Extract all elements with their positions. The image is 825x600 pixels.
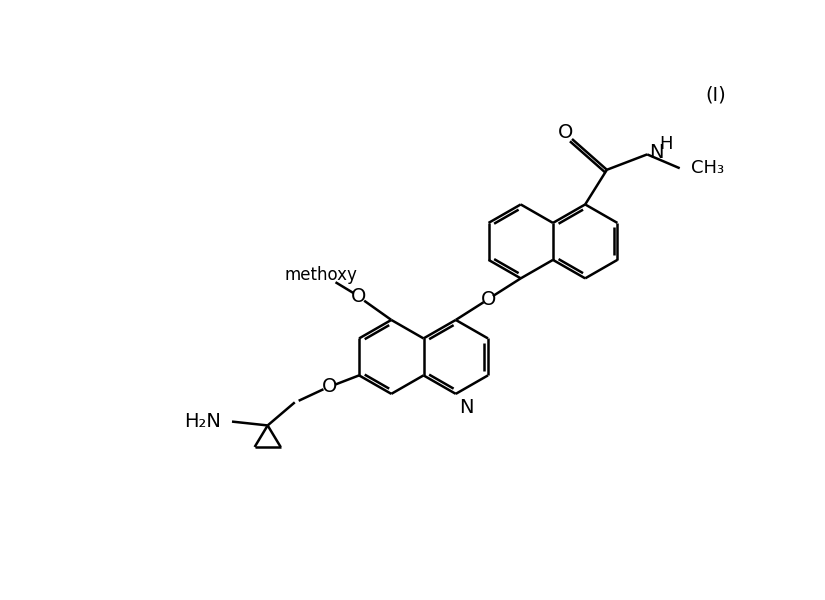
Text: O: O bbox=[322, 377, 337, 397]
Text: CH₃: CH₃ bbox=[691, 159, 724, 177]
Text: O: O bbox=[480, 290, 496, 308]
Text: O: O bbox=[351, 287, 366, 307]
Text: H₂N: H₂N bbox=[184, 412, 221, 431]
Text: N: N bbox=[648, 143, 663, 163]
Text: methoxy: methoxy bbox=[285, 266, 357, 284]
Text: N: N bbox=[459, 398, 474, 417]
Text: (I): (I) bbox=[705, 86, 726, 104]
Text: O: O bbox=[558, 122, 573, 142]
Text: H: H bbox=[659, 134, 673, 152]
